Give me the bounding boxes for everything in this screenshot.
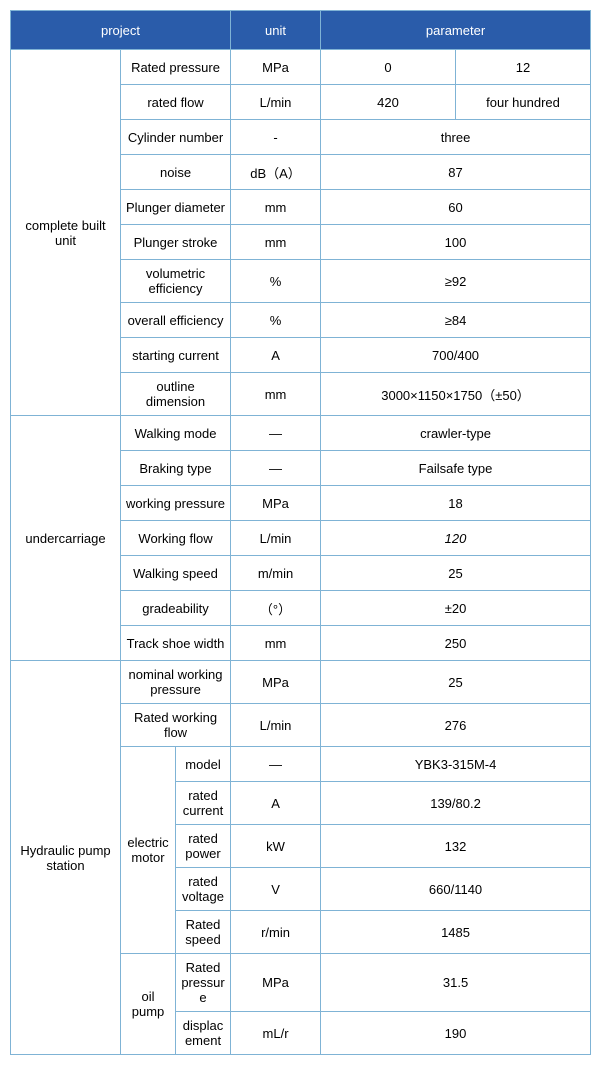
cell-unit: MPa [231, 486, 321, 521]
cell-unit: MPa [231, 661, 321, 704]
table-row: complete built unit Rated pressure MPa 0… [11, 50, 591, 85]
cell-project: Braking type [121, 451, 231, 486]
cell-param: 0 [321, 50, 456, 85]
cell-unit: m/min [231, 556, 321, 591]
cell-unit: A [231, 782, 321, 825]
cell-param: 12 [456, 50, 591, 85]
group-label: complete built unit [11, 50, 121, 416]
cell-project: Walking speed [121, 556, 231, 591]
cell-param: 120 [321, 521, 591, 556]
header-unit: unit [231, 11, 321, 50]
cell-param: ≥84 [321, 303, 591, 338]
cell-project: starting current [121, 338, 231, 373]
spec-table: project unit parameter complete built un… [10, 10, 591, 1055]
cell-unit: mm [231, 373, 321, 416]
cell-param: 139/80.2 [321, 782, 591, 825]
cell-unit: mm [231, 626, 321, 661]
cell-unit: MPa [231, 50, 321, 85]
group-label: undercarriage [11, 416, 121, 661]
cell-project: rated flow [121, 85, 231, 120]
cell-param: 3000×1150×1750（±50） [321, 373, 591, 416]
cell-param: three [321, 120, 591, 155]
cell-project: overall efficiency [121, 303, 231, 338]
cell-project: Rated pressure [121, 50, 231, 85]
subgroup-label: electric motor [121, 747, 176, 954]
cell-project: Walking mode [121, 416, 231, 451]
header-project: project [11, 11, 231, 50]
cell-unit: r/min [231, 911, 321, 954]
cell-unit: （°） [231, 591, 321, 626]
subgroup-label: oil pump [121, 954, 176, 1055]
cell-project: Rated speed [176, 911, 231, 954]
cell-param: 25 [321, 556, 591, 591]
cell-project: volumetric efficiency [121, 260, 231, 303]
cell-param: 700/400 [321, 338, 591, 373]
cell-param: 25 [321, 661, 591, 704]
cell-project: Plunger stroke [121, 225, 231, 260]
cell-param: crawler-type [321, 416, 591, 451]
cell-param: 190 [321, 1012, 591, 1055]
cell-param: 100 [321, 225, 591, 260]
cell-unit: - [231, 120, 321, 155]
cell-unit: A [231, 338, 321, 373]
cell-unit: — [231, 451, 321, 486]
cell-project: displacement [176, 1012, 231, 1055]
cell-project: nominal working pressure [121, 661, 231, 704]
cell-unit: dB（A） [231, 155, 321, 190]
cell-param: 276 [321, 704, 591, 747]
cell-unit: mm [231, 190, 321, 225]
cell-unit: kW [231, 825, 321, 868]
cell-project: gradeability [121, 591, 231, 626]
cell-project: rated voltage [176, 868, 231, 911]
cell-param: four hundred [456, 85, 591, 120]
cell-param: 420 [321, 85, 456, 120]
cell-param: 18 [321, 486, 591, 521]
cell-param: 87 [321, 155, 591, 190]
cell-project: Plunger diameter [121, 190, 231, 225]
cell-project: outline dimension [121, 373, 231, 416]
group-label: Hydraulic pump station [11, 661, 121, 1055]
cell-unit: % [231, 260, 321, 303]
cell-param: 660/1140 [321, 868, 591, 911]
cell-unit: MPa [231, 954, 321, 1012]
cell-project: Track shoe width [121, 626, 231, 661]
cell-param: 1485 [321, 911, 591, 954]
cell-project: Cylinder number [121, 120, 231, 155]
cell-param: ±20 [321, 591, 591, 626]
cell-project: noise [121, 155, 231, 190]
cell-unit: % [231, 303, 321, 338]
cell-param: YBK3-315M-4 [321, 747, 591, 782]
cell-param: 132 [321, 825, 591, 868]
cell-param: 60 [321, 190, 591, 225]
table-row: Hydraulic pump station nominal working p… [11, 661, 591, 704]
cell-project: Rated pressure [176, 954, 231, 1012]
cell-project: rated current [176, 782, 231, 825]
cell-unit: V [231, 868, 321, 911]
table-header-row: project unit parameter [11, 11, 591, 50]
cell-project: model [176, 747, 231, 782]
cell-unit: L/min [231, 521, 321, 556]
table-row: undercarriage Walking mode — crawler-typ… [11, 416, 591, 451]
cell-param: 250 [321, 626, 591, 661]
cell-unit: — [231, 747, 321, 782]
cell-unit: mm [231, 225, 321, 260]
cell-unit: — [231, 416, 321, 451]
cell-param: ≥92 [321, 260, 591, 303]
cell-unit: L/min [231, 85, 321, 120]
cell-unit: mL/r [231, 1012, 321, 1055]
cell-project: working pressure [121, 486, 231, 521]
cell-project: Rated working flow [121, 704, 231, 747]
cell-param: Failsafe type [321, 451, 591, 486]
cell-unit: L/min [231, 704, 321, 747]
cell-project: rated power [176, 825, 231, 868]
header-parameter: parameter [321, 11, 591, 50]
cell-project: Working flow [121, 521, 231, 556]
cell-param: 31.5 [321, 954, 591, 1012]
